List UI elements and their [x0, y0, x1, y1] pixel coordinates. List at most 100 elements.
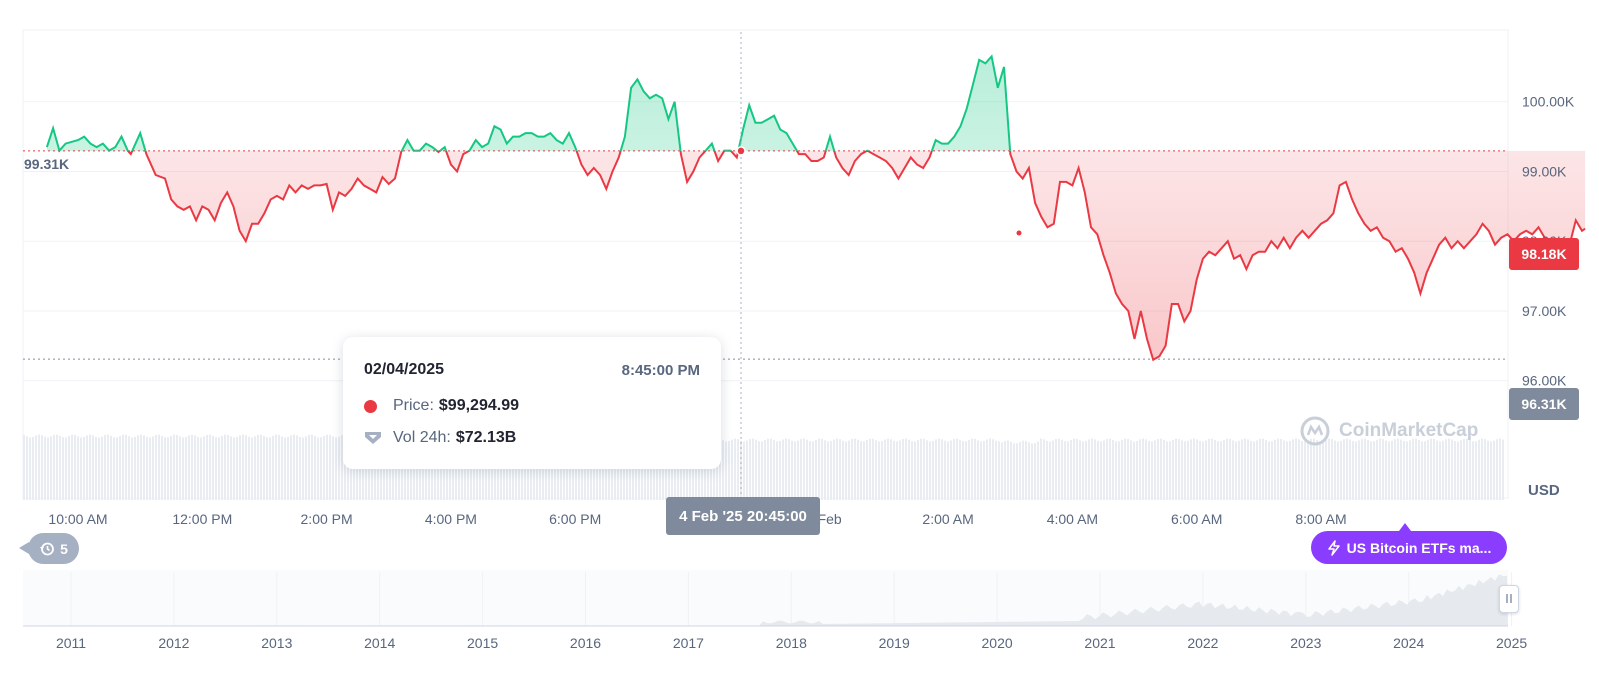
volume-bar	[815, 440, 817, 500]
volume-bar	[761, 441, 763, 500]
volume-bar	[911, 441, 913, 500]
volume-bar	[1487, 440, 1489, 500]
volume-bar	[1340, 440, 1342, 500]
volume-bar	[344, 434, 346, 500]
volume-bar	[245, 435, 247, 500]
volume-bar	[1343, 439, 1345, 500]
volume-bar	[968, 439, 970, 500]
volume-bar	[1445, 439, 1447, 500]
volume-bar	[1373, 441, 1375, 500]
volume-bar	[26, 436, 28, 500]
volume-bar	[1316, 439, 1318, 500]
volume-bar	[929, 441, 931, 500]
volume-bar	[839, 439, 841, 500]
volume-bar	[1046, 440, 1048, 500]
volume-bar	[1244, 438, 1246, 500]
volume-bar	[83, 436, 85, 500]
volume-bar	[920, 438, 922, 500]
volume-bar	[1418, 440, 1420, 500]
volume-bar	[1382, 438, 1384, 500]
price-tooltip: 02/04/2025 8:45:00 PM Price: $99,294.99 …	[343, 337, 721, 469]
volume-bar	[1427, 439, 1429, 500]
volume-bar	[212, 435, 214, 500]
volume-bar	[914, 441, 916, 500]
volume-bar	[1055, 438, 1057, 500]
volume-bar	[779, 441, 781, 500]
watermark-text: CoinMarketCap	[1339, 420, 1479, 441]
volume-bar	[719, 438, 721, 500]
volume-bar	[713, 440, 715, 500]
navigator-handle[interactable]	[1499, 585, 1519, 613]
volume-bar	[1421, 441, 1423, 500]
volume-bar	[1301, 440, 1303, 500]
volume-bar	[1298, 439, 1300, 500]
volume-bar	[1424, 441, 1426, 500]
volume-bar	[197, 436, 199, 500]
volume-bar	[1205, 440, 1207, 500]
volume-bar	[272, 435, 274, 500]
volume-bar	[1076, 438, 1078, 500]
volume-bar	[149, 437, 151, 500]
history-button[interactable]: 5	[19, 533, 79, 564]
volume-bar	[1211, 438, 1213, 500]
volume-bar	[305, 436, 307, 500]
volume-bar	[1022, 440, 1024, 500]
volume-bar	[1403, 441, 1405, 500]
volume-bar	[1361, 438, 1363, 500]
tooltip-date: 02/04/2025	[364, 361, 445, 378]
event-button-etf[interactable]: US Bitcoin ETFs ma...	[1311, 523, 1507, 564]
volume-bar	[1238, 440, 1240, 500]
event-marker[interactable]	[1016, 230, 1022, 236]
volume-bar	[230, 436, 232, 500]
navigator-year-label: 2013	[261, 635, 292, 651]
volume-bar	[926, 440, 928, 500]
volume-bar	[797, 440, 799, 500]
navigator-year-label: 2017	[673, 635, 704, 651]
volume-bar	[863, 441, 865, 500]
volume-bar	[977, 440, 979, 500]
volume-bar	[1358, 440, 1360, 500]
volume-bar	[869, 438, 871, 500]
volume-bar	[1307, 440, 1309, 500]
volume-bar	[1502, 439, 1504, 500]
volume-bar	[1322, 441, 1324, 500]
volume-bar	[74, 434, 76, 500]
volume-bar	[206, 434, 208, 500]
volume-bar	[152, 436, 154, 500]
volume-bar	[740, 440, 742, 500]
volume-bar	[1085, 440, 1087, 500]
volume-bar	[1052, 440, 1054, 500]
volume-bar	[1454, 441, 1456, 500]
volume-bar	[164, 437, 166, 500]
volume-bar	[1448, 438, 1450, 500]
volume-bar	[1346, 438, 1348, 500]
event-button-label: US Bitcoin ETFs ma...	[1346, 539, 1492, 556]
volume-bar	[746, 440, 748, 500]
volume-bar	[731, 439, 733, 500]
volume-bar	[221, 435, 223, 500]
volume-bar	[1049, 441, 1051, 500]
volume-bar	[848, 440, 850, 500]
volume-bar	[1232, 440, 1234, 500]
volume-bar	[860, 441, 862, 500]
volume-bar	[1253, 441, 1255, 500]
volume-bar	[1460, 440, 1462, 500]
volume-bar	[1493, 440, 1495, 500]
plot-frame	[22, 29, 1509, 499]
volume-bar	[974, 438, 976, 500]
volume-bar	[842, 440, 844, 500]
volume-bar	[1013, 443, 1015, 500]
volume-bar	[809, 441, 811, 500]
volume-bar	[773, 440, 775, 500]
volume-bar	[281, 436, 283, 500]
volume-bar	[47, 437, 49, 500]
volume-bar	[68, 435, 70, 500]
volume-bar	[1079, 440, 1081, 500]
volume-bar	[248, 436, 250, 500]
volume-bar	[1499, 438, 1501, 500]
volume-bar	[1334, 440, 1336, 500]
coinmarketcap-watermark: CoinMarketCap	[1299, 415, 1478, 447]
x-tick-label: 6:00 AM	[1171, 511, 1222, 527]
volume-bar	[830, 441, 832, 500]
